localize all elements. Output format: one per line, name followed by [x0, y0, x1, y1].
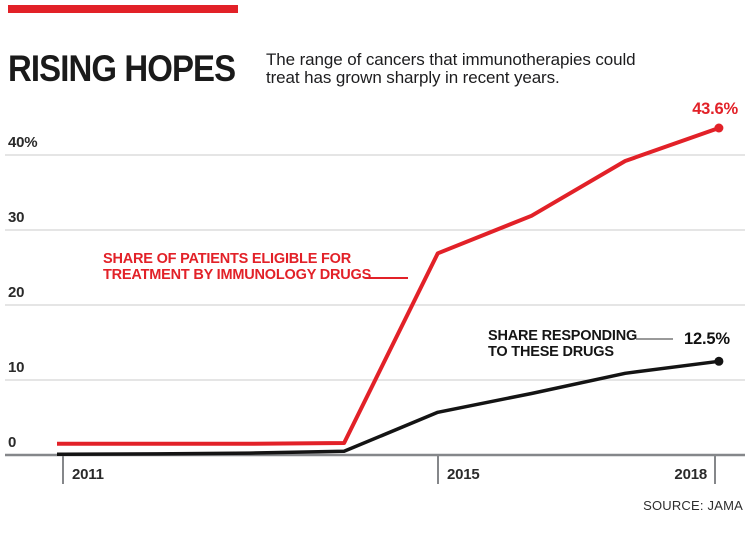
annotation-responding-line-1: SHARE RESPONDING — [488, 328, 638, 344]
x-axis-label-2018: 2018 — [674, 466, 707, 483]
chart-subtitle-line-1: The range of cancers that immunotherapie… — [266, 50, 636, 69]
chart-subtitle: The range of cancers that immunotherapie… — [266, 51, 636, 87]
annotation-eligible-line-1: SHARE OF PATIENTS ELIGIBLE FOR — [103, 251, 352, 267]
annotation-eligible-series: SHARE OF PATIENTS ELIGIBLE FOR TREATMENT… — [103, 251, 372, 283]
end-dot-eligible — [714, 123, 724, 133]
series-line-responding — [57, 359, 720, 457]
y-axis-label-40: 40% — [8, 134, 38, 151]
series-line-eligible — [57, 126, 720, 446]
y-axis-label-0: 0 — [8, 434, 17, 451]
x-axis-label-2015: 2015 — [447, 466, 480, 483]
annotation-responding-line-2: TO THESE DRUGS — [488, 343, 614, 360]
eligible-end-value-label: 43.6% — [692, 100, 738, 118]
chart-subtitle-line-2: treat has grown sharply in recent years. — [266, 68, 560, 87]
x-axis-label-2011: 2011 — [72, 466, 104, 483]
end-dot-responding — [714, 356, 724, 366]
y-axis-label-30: 30 — [8, 209, 25, 226]
source-credit: SOURCE: JAMA — [643, 498, 743, 513]
y-axis-label-20: 20 — [8, 284, 25, 301]
annotation-eligible-line-2: TREATMENT BY IMMUNOLOGY DRUGS — [103, 266, 372, 283]
y-axis-label-10: 10 — [8, 359, 25, 376]
responding-end-value-label: 12.5% — [684, 330, 730, 348]
title-accent-bar — [8, 5, 238, 13]
chart-title: RISING HOPES — [8, 48, 236, 89]
annotation-responding-series: SHARE RESPONDING TO THESE DRUGS — [488, 328, 638, 360]
